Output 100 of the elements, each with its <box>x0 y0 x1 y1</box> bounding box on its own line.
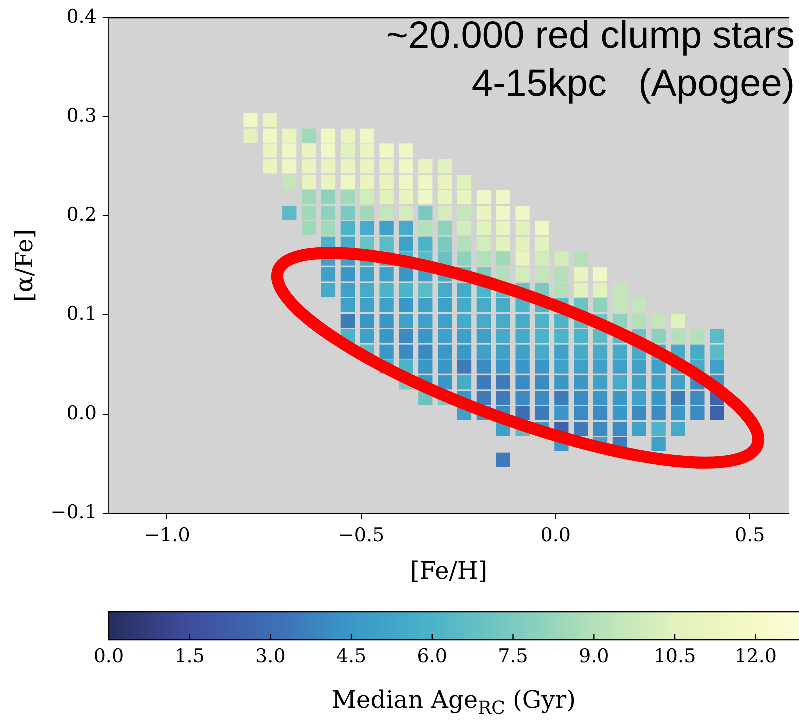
point <box>457 298 472 312</box>
point <box>399 314 414 328</box>
point <box>535 376 550 390</box>
point <box>476 252 492 266</box>
point <box>418 220 433 236</box>
point <box>574 391 588 406</box>
color-bar-label: 9.0 <box>579 645 610 668</box>
point <box>340 128 355 143</box>
point <box>574 422 588 436</box>
x-axis-title: [Fe/H] <box>410 556 488 585</box>
point <box>380 328 394 344</box>
y-tick-label: 0.2 <box>66 204 97 226</box>
point <box>632 376 646 390</box>
point <box>574 360 588 374</box>
point <box>632 314 646 328</box>
point <box>340 206 355 220</box>
point <box>554 360 569 374</box>
point <box>632 391 646 406</box>
point <box>612 298 628 312</box>
point <box>457 328 472 344</box>
point <box>690 391 705 406</box>
point <box>710 360 724 374</box>
point <box>380 268 394 282</box>
color-bar-label: 0.0 <box>94 645 124 668</box>
point <box>340 283 355 298</box>
point <box>516 391 530 406</box>
point <box>380 283 394 298</box>
y-tick-label: 0.4 <box>66 6 97 28</box>
point <box>457 252 472 266</box>
point <box>496 328 510 344</box>
point <box>457 175 472 190</box>
point <box>380 144 394 158</box>
point <box>652 328 666 344</box>
point <box>496 360 510 374</box>
point <box>476 298 492 312</box>
point <box>535 252 550 266</box>
point <box>340 144 355 158</box>
point <box>516 268 530 282</box>
point <box>476 328 492 344</box>
point <box>612 391 628 406</box>
x-tick-label: −1.0 <box>144 524 190 547</box>
point <box>418 283 433 298</box>
point <box>399 160 414 174</box>
point <box>612 376 628 390</box>
point <box>496 376 510 390</box>
point <box>476 376 492 390</box>
point <box>496 220 510 236</box>
point <box>690 344 705 359</box>
point <box>496 452 510 467</box>
point <box>476 391 492 406</box>
point <box>554 344 569 359</box>
point <box>554 376 569 390</box>
point <box>632 422 646 436</box>
point <box>516 220 530 236</box>
y-tick-label: 0.3 <box>66 105 97 128</box>
point <box>340 175 355 190</box>
point <box>282 206 297 220</box>
point <box>457 236 472 251</box>
point <box>457 314 472 328</box>
point <box>438 283 452 298</box>
point <box>263 160 278 174</box>
color-bar-label: 6.0 <box>417 645 448 668</box>
point <box>360 160 374 174</box>
annotation: ~20.000 red clump stars <box>386 15 795 57</box>
point <box>671 328 686 344</box>
point <box>321 175 336 190</box>
point <box>535 328 550 344</box>
point <box>380 236 394 251</box>
point <box>652 406 666 420</box>
point <box>321 190 336 204</box>
point <box>360 175 374 190</box>
point <box>671 406 686 420</box>
point <box>535 314 550 328</box>
point <box>438 376 452 390</box>
point <box>282 128 297 143</box>
point <box>321 206 336 220</box>
point <box>476 236 492 251</box>
point <box>399 220 414 236</box>
point <box>457 220 472 236</box>
point <box>360 220 374 236</box>
point <box>302 220 316 236</box>
point <box>535 391 550 406</box>
point <box>476 344 492 359</box>
point <box>360 128 374 143</box>
point <box>476 314 492 328</box>
point <box>574 376 588 390</box>
point <box>690 406 705 420</box>
point <box>535 406 550 420</box>
point <box>652 360 666 374</box>
point <box>652 376 666 390</box>
point <box>516 328 530 344</box>
point <box>593 283 608 298</box>
point <box>263 144 278 158</box>
point <box>418 160 433 174</box>
point <box>438 220 452 236</box>
y-tick-label: −0.1 <box>50 501 97 524</box>
point <box>593 268 608 282</box>
point <box>593 376 608 390</box>
point <box>593 391 608 406</box>
point <box>476 206 492 220</box>
